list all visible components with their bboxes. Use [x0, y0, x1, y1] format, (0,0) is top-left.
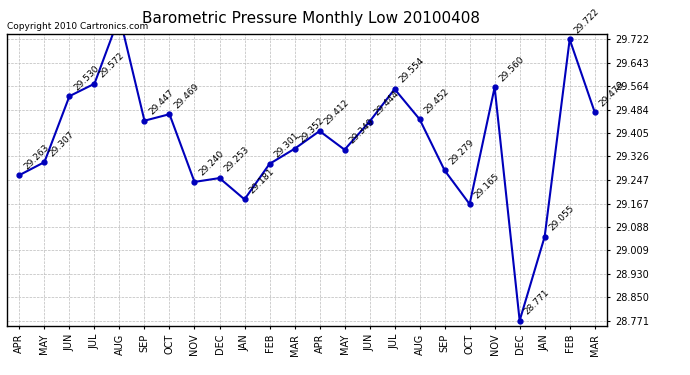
Text: 29.279: 29.279 — [447, 138, 476, 166]
Text: 29.530: 29.530 — [72, 63, 101, 92]
Text: 29.452: 29.452 — [422, 87, 451, 115]
Text: 29.165: 29.165 — [473, 171, 501, 200]
Text: 28.771: 28.771 — [522, 288, 551, 316]
Text: 29.412: 29.412 — [322, 98, 351, 127]
Text: 29.301: 29.301 — [273, 131, 301, 160]
Text: Barometric Pressure Monthly Low 20100408: Barometric Pressure Monthly Low 20100408 — [141, 11, 480, 26]
Text: 29.352: 29.352 — [297, 116, 326, 145]
Text: 29.240: 29.240 — [197, 149, 226, 178]
Text: 29.554: 29.554 — [397, 56, 426, 85]
Text: 29.253: 29.253 — [222, 146, 251, 174]
Text: 29.572: 29.572 — [97, 51, 126, 80]
Text: 29.447: 29.447 — [147, 88, 176, 117]
Text: 29.181: 29.181 — [247, 166, 276, 195]
Text: Copyright 2010 Cartronics.com: Copyright 2010 Cartronics.com — [7, 22, 148, 31]
Text: 29.055: 29.055 — [547, 204, 576, 232]
Text: 29.444: 29.444 — [373, 89, 401, 117]
Text: 29.476: 29.476 — [598, 80, 626, 108]
Text: 29.560: 29.560 — [497, 54, 526, 83]
Text: 29.349: 29.349 — [347, 117, 376, 146]
Text: 29.307: 29.307 — [47, 129, 76, 158]
Text: 29.722: 29.722 — [573, 7, 601, 35]
Text: 29.800: 29.800 — [0, 374, 1, 375]
Text: 29.469: 29.469 — [172, 81, 201, 110]
Text: 29.263: 29.263 — [22, 142, 51, 171]
